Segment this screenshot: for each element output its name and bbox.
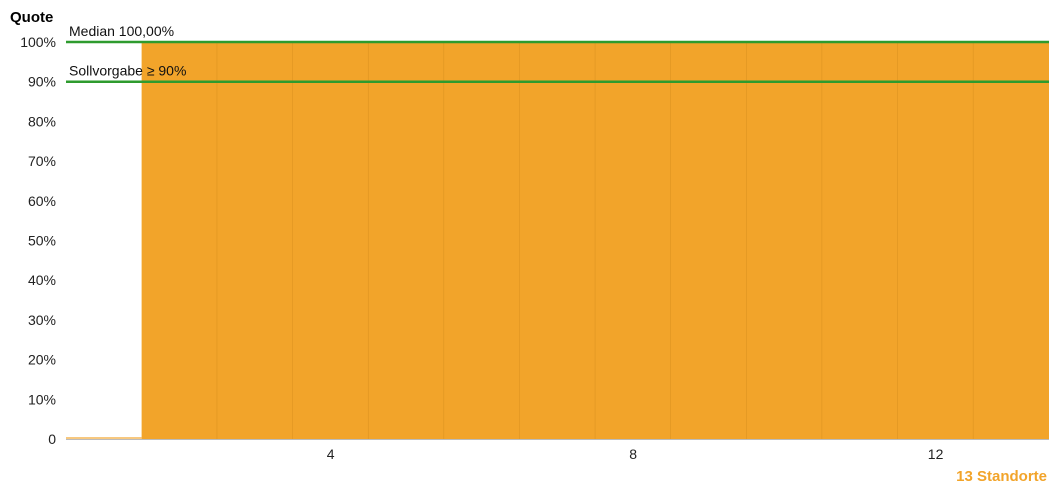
y-tick-label: 90% (28, 74, 56, 90)
x-tick-label: 8 (629, 446, 637, 462)
bar (746, 42, 823, 439)
bar (444, 42, 520, 439)
bar (973, 42, 1049, 439)
y-tick-label: 30% (28, 312, 56, 328)
x-axis-ticks: 4 8 12 (327, 446, 944, 462)
y-axis-title: Quote (10, 9, 53, 26)
standorte-count-label: 13 Standorte (956, 468, 1047, 483)
y-tick-label: 60% (28, 193, 56, 209)
reference-line-label: Median 100,00% (69, 23, 174, 39)
bars (66, 42, 1049, 439)
bar (519, 42, 596, 439)
y-tick-label: 80% (28, 113, 56, 129)
y-tick-label: 10% (28, 391, 56, 407)
bar (66, 437, 142, 439)
bar (217, 42, 293, 439)
bar (368, 42, 445, 439)
y-tick-label: 0 (48, 431, 56, 447)
bar (292, 42, 369, 439)
y-tick-label: 100% (20, 34, 56, 50)
x-tick-label: 12 (928, 446, 944, 462)
y-tick-label: 40% (28, 272, 56, 288)
bar (595, 42, 671, 439)
y-tick-label: 70% (28, 153, 56, 169)
y-tick-label: 20% (28, 352, 56, 368)
bar (822, 42, 898, 439)
x-tick-label: 4 (327, 446, 335, 462)
reference-lines: Median 100,00% Sollvorgabe ≥ 90% (66, 23, 1049, 83)
y-tick-label: 50% (28, 233, 56, 249)
y-axis-ticks: 0 10% 20% 30% 40% 50% 60% 70% 80% 90% 100% (20, 34, 56, 447)
bar (141, 42, 218, 439)
reference-line-label: Sollvorgabe ≥ 90% (69, 63, 186, 79)
bar (670, 42, 747, 439)
bar (897, 42, 974, 439)
